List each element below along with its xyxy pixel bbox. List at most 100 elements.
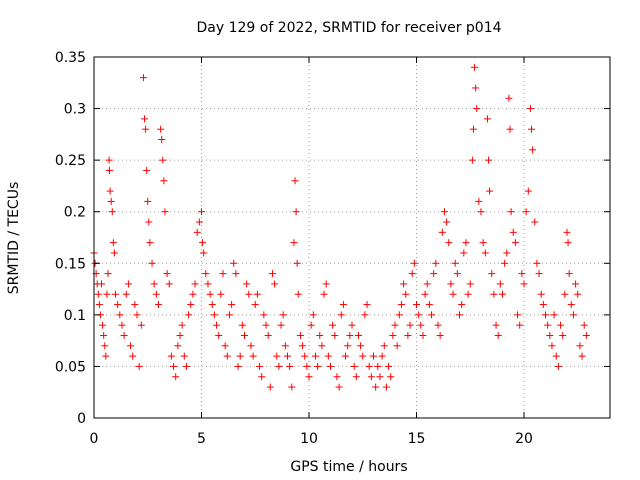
data-point <box>245 290 253 298</box>
data-point <box>333 373 341 381</box>
data-point <box>393 342 401 350</box>
data-point <box>380 342 388 350</box>
data-point <box>496 280 504 288</box>
data-point <box>464 290 472 298</box>
data-point <box>486 187 494 195</box>
data-point <box>290 239 298 247</box>
data-point <box>144 197 152 205</box>
chart-title: Day 129 of 2022, SRMTID for receiver p01… <box>196 20 501 36</box>
data-point <box>135 362 143 370</box>
data-point <box>526 105 534 113</box>
data-point <box>107 197 115 205</box>
data-point <box>131 301 139 309</box>
data-point <box>182 362 190 370</box>
data-point <box>367 373 375 381</box>
data-point <box>142 125 150 133</box>
data-point <box>460 249 468 257</box>
x-tick-label: 0 <box>90 431 99 447</box>
data-point <box>198 208 205 216</box>
x-tick-labels: 0 5 10 15 20 <box>90 431 533 447</box>
data-point <box>419 331 427 339</box>
data-point <box>561 290 569 298</box>
data-point <box>520 280 528 288</box>
data-point <box>141 115 149 123</box>
data-point <box>316 331 324 339</box>
data-point <box>400 280 408 288</box>
data-point <box>150 280 158 288</box>
data-point <box>187 301 195 309</box>
data-point <box>529 146 537 154</box>
data-point <box>397 301 405 309</box>
data-point <box>108 208 116 216</box>
data-point <box>294 290 302 298</box>
y-tick-label: 0.2 <box>64 205 86 221</box>
data-point <box>408 270 416 278</box>
data-point <box>137 321 145 329</box>
data-point <box>436 331 444 339</box>
data-point <box>488 270 496 278</box>
data-point <box>286 362 294 370</box>
data-point <box>247 342 255 350</box>
data-point <box>499 290 506 298</box>
data-point <box>494 331 502 339</box>
data-point <box>404 331 412 339</box>
x-tick-label: 15 <box>408 431 426 447</box>
data-point <box>518 270 526 278</box>
data-point <box>191 280 199 288</box>
data-point <box>440 208 448 216</box>
y-tick-label: 0.25 <box>55 153 86 169</box>
data-point <box>228 301 236 309</box>
data-point <box>542 311 549 319</box>
data-point <box>238 321 246 329</box>
data-point <box>387 373 395 381</box>
data-point <box>413 301 420 309</box>
data-point <box>567 301 575 309</box>
data-point <box>580 321 588 329</box>
data-point <box>172 373 180 381</box>
data-point <box>249 352 257 360</box>
data-point <box>143 166 151 174</box>
data-point <box>291 177 299 185</box>
data-point <box>148 259 156 267</box>
data-point <box>202 270 210 278</box>
data-points <box>90 63 590 391</box>
data-point <box>546 331 554 339</box>
data-point <box>378 352 386 360</box>
data-point <box>462 239 470 247</box>
data-point <box>116 311 124 319</box>
data-point <box>352 373 360 381</box>
data-point <box>346 331 354 339</box>
data-point <box>550 311 558 319</box>
data-point <box>483 115 491 123</box>
data-point <box>157 125 165 133</box>
data-point <box>559 331 567 339</box>
data-point <box>103 290 111 298</box>
data-point <box>271 280 279 288</box>
data-point <box>456 311 463 319</box>
data-point <box>296 331 304 339</box>
data-point <box>578 352 586 360</box>
data-point <box>174 342 182 350</box>
data-point <box>531 218 539 226</box>
data-point <box>159 156 167 164</box>
data-point <box>374 362 382 370</box>
data-point <box>288 383 296 391</box>
data-point <box>501 259 509 267</box>
data-point <box>178 321 186 329</box>
data-point <box>215 331 223 339</box>
y-tick-labels: 0 0.05 0.1 0.15 0.2 0.25 0.3 0.35 <box>55 50 86 427</box>
data-point <box>370 352 377 360</box>
data-point <box>552 352 560 360</box>
data-point <box>176 331 184 339</box>
data-point <box>485 156 493 164</box>
data-point <box>576 342 584 350</box>
data-point <box>402 290 410 298</box>
x-tick-label: 20 <box>515 431 533 447</box>
data-point <box>472 84 480 92</box>
data-point <box>139 74 147 82</box>
data-point <box>102 352 110 360</box>
data-point <box>262 321 270 329</box>
data-point <box>105 166 113 174</box>
x-tick-label: 10 <box>300 431 318 447</box>
data-point <box>471 63 479 71</box>
